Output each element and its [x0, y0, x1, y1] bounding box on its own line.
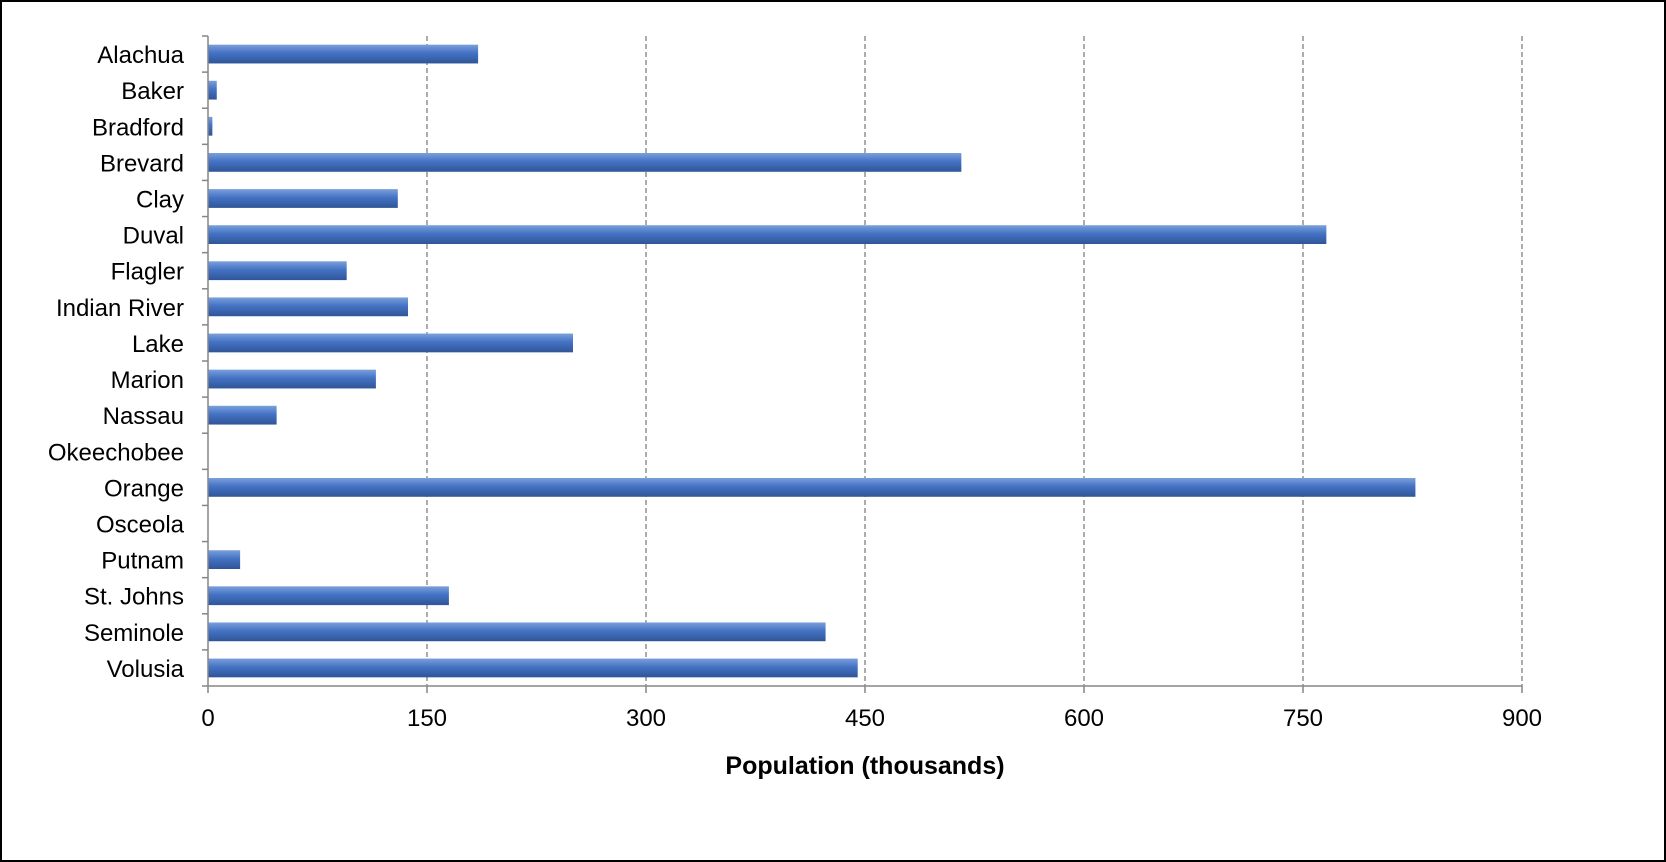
category-label: Duval: [123, 223, 184, 250]
bar-putnam: [208, 550, 241, 569]
category-label: Volusia: [107, 656, 185, 683]
category-label: Okeechobee: [48, 439, 184, 466]
category-label: Nassau: [103, 403, 184, 430]
category-label: Clay: [136, 187, 184, 214]
bar-clay: [208, 189, 398, 208]
category-label: Seminole: [84, 620, 184, 647]
bar-nassau: [208, 405, 277, 425]
category-label: Baker: [121, 78, 184, 105]
bar-duval: [208, 225, 1327, 244]
category-label: Putnam: [101, 548, 184, 575]
category-label: Marion: [111, 367, 184, 394]
bar-alachua: [208, 44, 479, 64]
x-tick-labels: 0 150 300 450 600 750 900: [201, 705, 1542, 732]
category-label: St. Johns: [84, 584, 184, 611]
category-label: Brevard: [100, 150, 184, 177]
bar-volusia: [208, 658, 858, 678]
x-tick-label: 150: [407, 705, 447, 732]
category-label: Indian River: [56, 295, 184, 322]
x-tick-label: 300: [626, 705, 666, 732]
x-tick-label: 900: [1502, 705, 1542, 732]
bar-flagler: [208, 261, 347, 281]
bar-bradford: [208, 116, 213, 136]
category-label: Lake: [132, 331, 184, 358]
x-tick-label: 600: [1064, 705, 1104, 732]
bar-marion: [208, 369, 376, 389]
category-label: Alachua: [97, 42, 184, 69]
bar-lake: [208, 333, 573, 353]
bar-indian-river: [208, 297, 409, 317]
category-label: Orange: [104, 475, 184, 502]
x-tick-label: 0: [201, 705, 214, 732]
category-label: Bradford: [92, 114, 184, 141]
category-label: Osceola: [96, 512, 185, 539]
bar-orange: [208, 478, 1416, 497]
bar-baker: [208, 80, 217, 100]
x-tick-label: 750: [1283, 705, 1323, 732]
bar-seminole: [208, 622, 826, 642]
x-tick-label: 450: [845, 705, 885, 732]
gridlines: [426, 36, 1523, 686]
x-axis-title: Population (thousands): [725, 752, 1004, 780]
axes: [202, 35, 1523, 693]
bar-st-johns: [208, 586, 449, 606]
category-labels: Alachua Baker Bradford Brevard Clay Duval Flag…: [48, 42, 185, 683]
bar-brevard: [208, 153, 962, 172]
bars: [208, 44, 1416, 678]
category-label: Flagler: [111, 259, 184, 286]
